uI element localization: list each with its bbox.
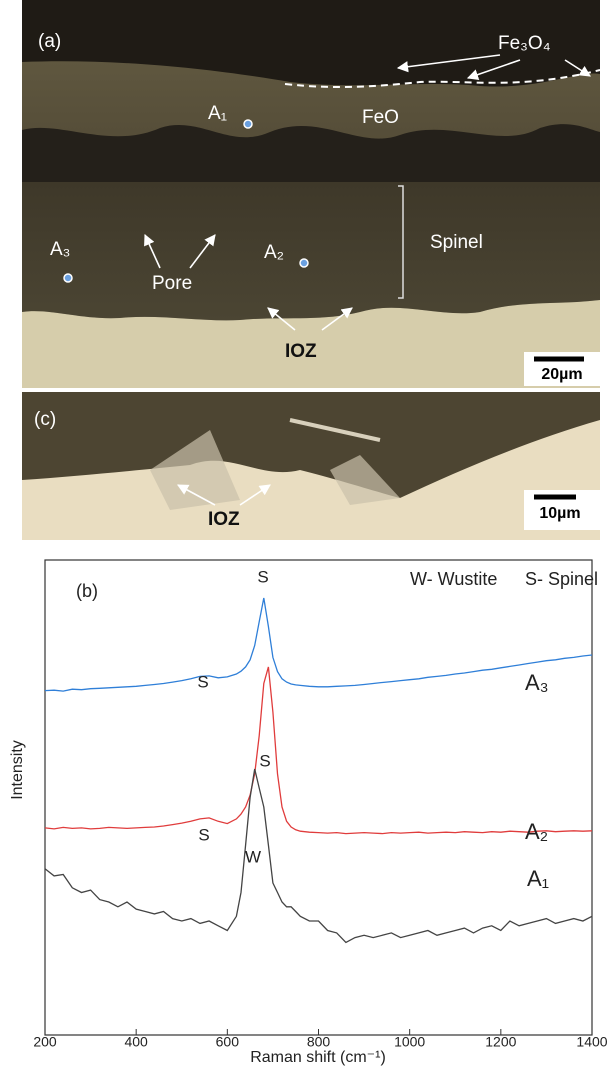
series-label: A₁ (527, 866, 549, 891)
x-tick-label: 1200 (485, 1034, 516, 1050)
label-fe3o4: Fe₃O₄ (498, 33, 551, 54)
label-pore: Pore (152, 273, 192, 294)
micrograph-a: (a) Fe₃O₄ FeO A₁ A₂ A₃ Spinel Pore IOZ 2… (22, 0, 600, 388)
figure: (a) Fe₃O₄ FeO A₁ A₂ A₃ Spinel Pore IOZ 2… (0, 0, 613, 1070)
spectrum-line (45, 769, 592, 942)
spectrum-line (45, 667, 592, 834)
x-axis-label: Raman shift (cm⁻¹) (250, 1049, 386, 1066)
panel-label: (a) (38, 31, 61, 52)
key-w: W- Wustite (410, 569, 497, 589)
peak-label: S (198, 825, 209, 844)
x-tick-label: 200 (33, 1034, 57, 1050)
peak-label: W (245, 847, 261, 866)
panel-label: (b) (76, 581, 98, 601)
label-a2: A₂ (264, 242, 284, 263)
series-label: A₂ (525, 819, 548, 844)
raman-chart: (b) W- Wustite S- Spinel Raman shift (cm… (9, 560, 608, 1066)
x-tick-label: 600 (216, 1034, 240, 1050)
label-a1: A₁ (208, 103, 227, 124)
label-a3: A₃ (50, 239, 70, 260)
x-tick-label: 800 (307, 1034, 331, 1050)
scale-bar: 20µm (541, 366, 582, 383)
spectrum-line (45, 598, 592, 691)
x-tick-label: 1400 (576, 1034, 607, 1050)
series-label: A₃ (525, 670, 549, 695)
label-feo: FeO (362, 107, 399, 128)
key-s: S- Spinel (525, 569, 598, 589)
label-spinel: Spinel (430, 232, 483, 253)
micrograph-c: (c) IOZ 10µm (22, 392, 600, 540)
x-tick-label: 400 (124, 1034, 148, 1050)
y-axis-label: Intensity (9, 740, 26, 800)
panel-label: (c) (34, 409, 56, 430)
peak-label: S (197, 672, 208, 691)
label-ioz: IOZ (285, 341, 317, 362)
plot-frame (45, 560, 592, 1035)
x-tick-label: 1000 (394, 1034, 425, 1050)
peak-label: S (259, 751, 270, 770)
label-ioz: IOZ (208, 509, 240, 530)
peak-label: S (257, 567, 268, 586)
scale-bar: 10µm (539, 505, 580, 522)
